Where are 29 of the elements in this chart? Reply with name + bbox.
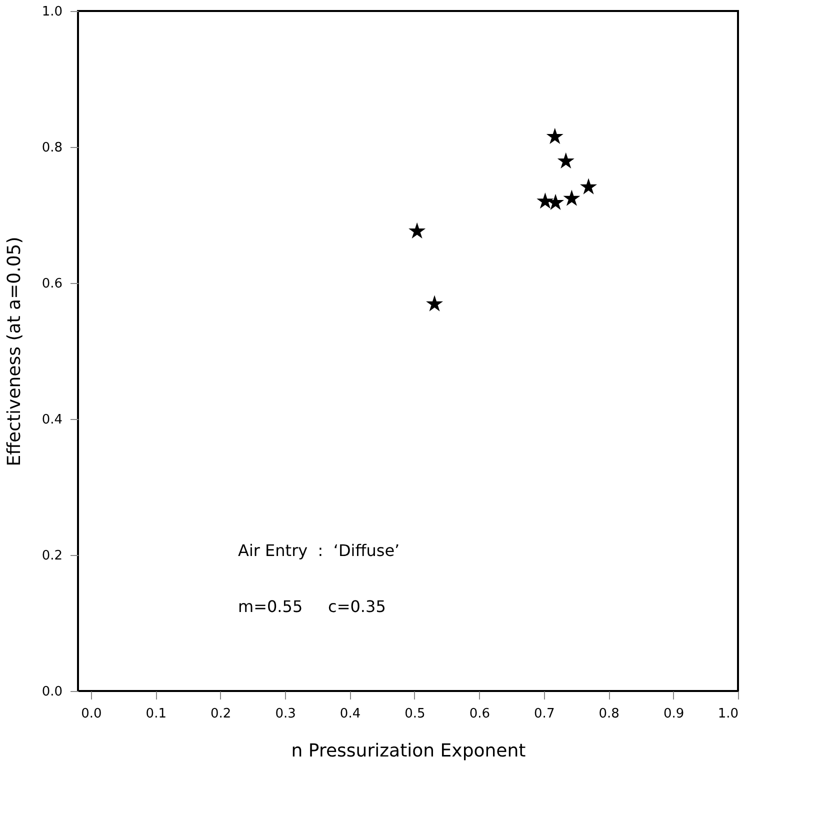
- x-tick-label: 0.0: [81, 706, 102, 722]
- x-tick-label: 0.2: [210, 706, 232, 722]
- x-tick-label: 0.7: [534, 706, 555, 722]
- x-tick-label: 0.4: [340, 706, 361, 722]
- x-axis-title: n Pressurization Exponent: [291, 740, 526, 762]
- x-tick-label: 0.6: [469, 706, 490, 722]
- point: [426, 295, 444, 312]
- x-tick-label: 0.3: [275, 706, 296, 722]
- point: [408, 222, 426, 239]
- point: [536, 192, 554, 209]
- annotation: Air Entry : ‘Diffuse’: [238, 541, 400, 560]
- x-tick-label: 1.0: [718, 706, 738, 722]
- x-tick-label: 0.9: [663, 706, 684, 722]
- x-tick-label: 0.1: [146, 706, 166, 722]
- x-tick-label: 0.5: [404, 706, 426, 722]
- y-tick-label: 0.6: [42, 276, 62, 292]
- y-tick-label: 0.2: [42, 548, 62, 564]
- y-tick-label: 0.0: [42, 684, 62, 700]
- x-tick-label: 0.8: [598, 706, 620, 722]
- point: [547, 194, 564, 210]
- y-tick-label: 1.0: [42, 4, 62, 20]
- point: [580, 178, 598, 194]
- point: [557, 152, 574, 169]
- y-axis-title: Effectiveness (at a=0.05): [4, 236, 25, 466]
- y-tick-label: 0.8: [42, 140, 62, 156]
- y-tick-label: 0.4: [42, 412, 62, 428]
- point: [546, 128, 564, 144]
- point: [563, 190, 580, 206]
- annotation: m=0.55 c=0.35: [238, 597, 386, 616]
